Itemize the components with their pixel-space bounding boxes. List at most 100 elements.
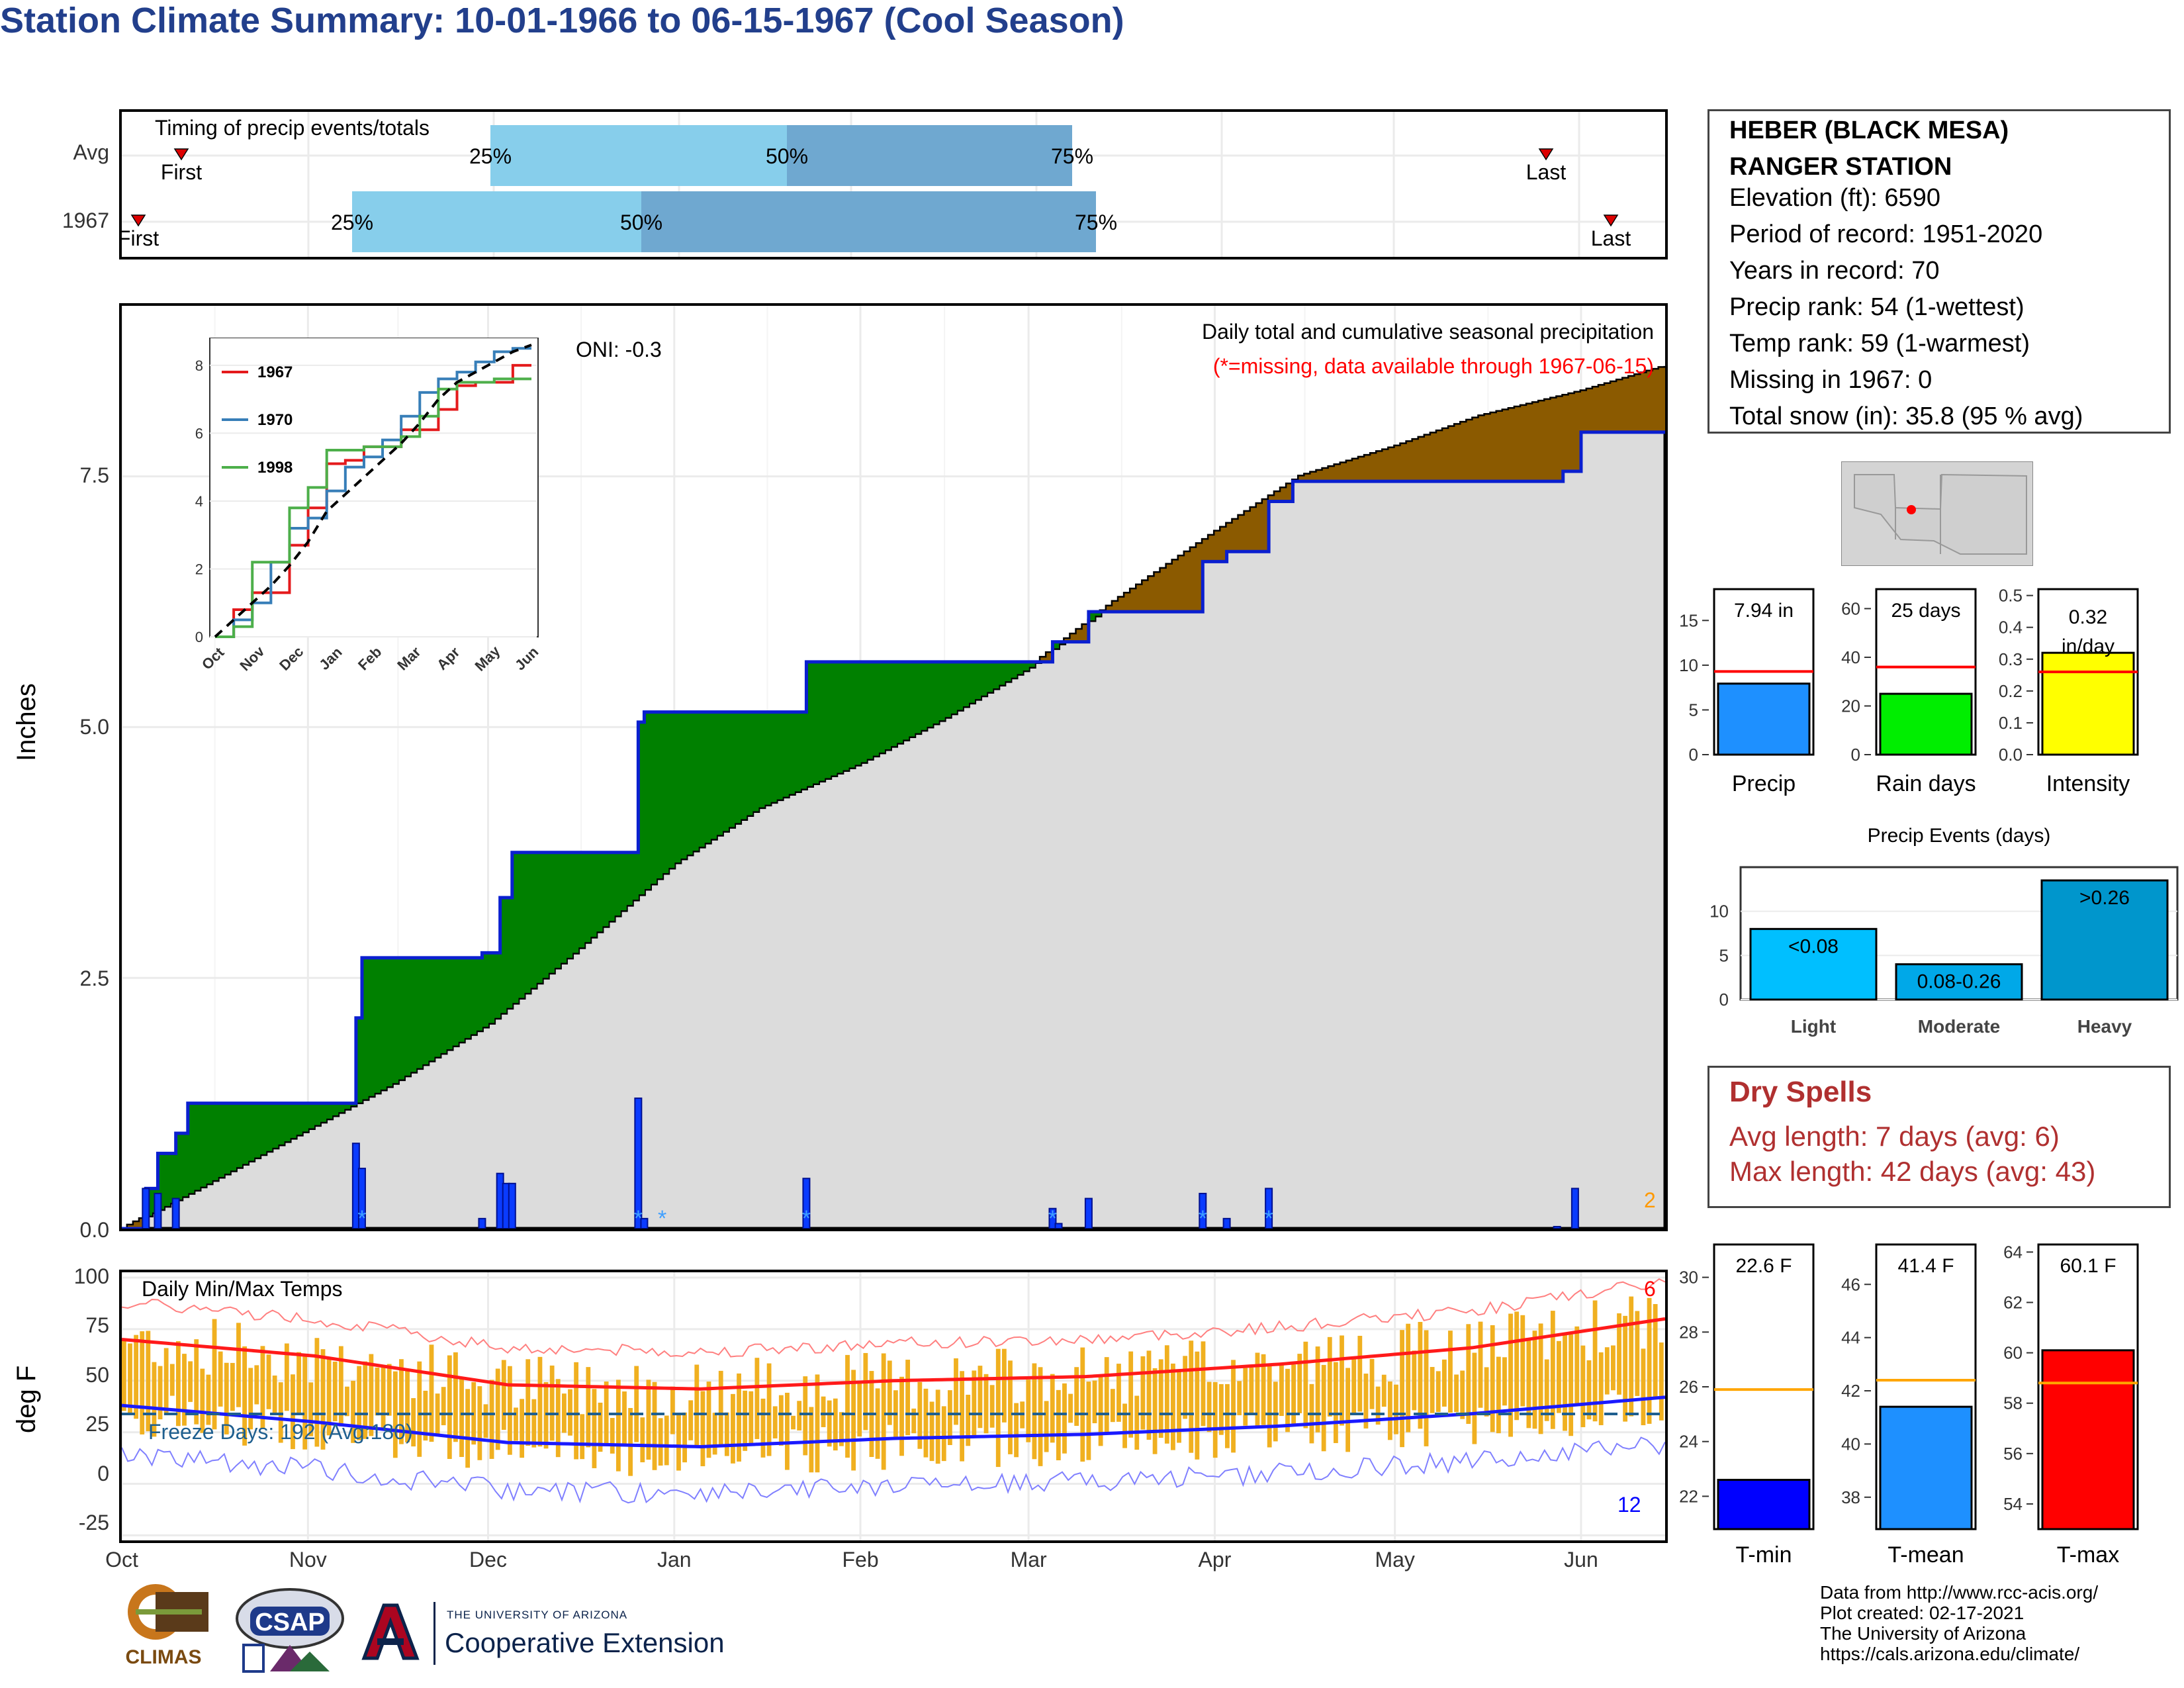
daily-temp-bar xyxy=(338,1346,343,1427)
ua-logo xyxy=(357,1599,424,1665)
x-axis-months: Oct Nov Dec Jan Feb Mar Apr May Jun xyxy=(105,1548,1668,1581)
daily-temp-bar xyxy=(158,1366,163,1420)
daily-temp-bar xyxy=(483,1404,488,1438)
station-missing: Missing in 1967: 0 xyxy=(1729,366,1933,394)
daily-temp-bar xyxy=(514,1407,518,1441)
timing-panel: Timing of precip events/totals First Las… xyxy=(119,109,1668,259)
daily-temp-bar xyxy=(718,1370,723,1446)
daily-temp-bar xyxy=(1092,1380,1097,1424)
daily-temp-bar xyxy=(375,1367,380,1416)
daily-temp-bar xyxy=(1351,1359,1357,1415)
summary-tick: 0 xyxy=(1689,745,1698,765)
daily-temp-bar xyxy=(1635,1311,1640,1396)
daily-temp-bar xyxy=(1315,1346,1320,1432)
daily-temp-bar xyxy=(1532,1331,1537,1429)
temp-summary-tick: 60 xyxy=(2003,1343,2023,1363)
daily-temp-bar xyxy=(1116,1364,1121,1422)
missing-day-marker: * xyxy=(1199,1206,1207,1229)
temp-summary-tick: 22 xyxy=(1679,1486,1698,1506)
daily-temp-bar xyxy=(1478,1321,1483,1408)
inset-ytick: 8 xyxy=(195,357,203,374)
inset-series-1967 xyxy=(215,363,531,638)
station-elevation: Elevation (ft): 6590 xyxy=(1729,184,1940,212)
temp-summary-bar-t-mean xyxy=(1879,1405,1973,1530)
daily-temp-bar xyxy=(1303,1341,1308,1429)
events-bar-heavy xyxy=(2040,879,2169,1001)
temp-summary-label: T-max xyxy=(2057,1542,2119,1568)
dry-spells-max: Max length: 42 days (avg: 43) xyxy=(1729,1156,2096,1187)
daily-temp-bar xyxy=(1218,1383,1224,1435)
daily-temp-bar xyxy=(1514,1311,1520,1421)
daily-temp-bar xyxy=(501,1360,506,1430)
station-location-dot xyxy=(1907,505,1916,514)
daily-temp-bar xyxy=(206,1374,211,1425)
inset-legend-1967: 1967 xyxy=(257,363,293,381)
temp-summary-tick: 64 xyxy=(2003,1242,2023,1262)
daily-temp-bar xyxy=(1641,1348,1646,1426)
daily-temp-bar xyxy=(1134,1395,1140,1450)
avg-q75-label: 75% xyxy=(1051,144,1093,168)
daily-temp-bar xyxy=(905,1360,911,1436)
temp-summary-tick: 24 xyxy=(1679,1432,1698,1452)
daily-temp-bar xyxy=(1448,1331,1453,1413)
dry-spells-box: Dry Spells Avg length: 7 days (avg: 6) M… xyxy=(1707,1066,2171,1208)
daily-temp-bar xyxy=(598,1402,603,1452)
inset-legend-1970: 1970 xyxy=(257,411,293,429)
daily-temp-bar xyxy=(929,1401,934,1462)
daily-temp-bar xyxy=(640,1417,645,1463)
station-temp-rank: Temp rank: 59 (1-warmest) xyxy=(1729,330,2030,357)
daily-temp-bar xyxy=(568,1389,572,1436)
daily-temp-bar xyxy=(1490,1325,1495,1432)
daily-temp-bar xyxy=(1460,1370,1465,1419)
daily-temp-bar xyxy=(604,1382,609,1446)
daily-temp-bar xyxy=(881,1353,886,1470)
daily-temp-bar xyxy=(778,1395,784,1446)
daily-temp-bar xyxy=(1544,1359,1549,1421)
events-tick: 10 xyxy=(1709,902,1729,921)
daily-temp-bar xyxy=(1569,1334,1574,1436)
temp-summary-tick: 28 xyxy=(1679,1322,1698,1342)
daily-temp-bar xyxy=(1659,1342,1664,1421)
daily-temp-bar xyxy=(525,1359,531,1446)
daily-temp-bar xyxy=(1146,1350,1152,1440)
daily-temp-bar xyxy=(1604,1347,1610,1395)
daily-temp-bar xyxy=(175,1341,181,1427)
temp-summary-label: T-min xyxy=(1736,1542,1792,1568)
daily-temp-bar xyxy=(785,1392,790,1470)
daily-temp-bar xyxy=(1044,1401,1049,1452)
daily-temp-bar xyxy=(561,1393,567,1433)
daily-temp-bar xyxy=(749,1391,754,1444)
daily-temp-bar xyxy=(851,1370,856,1471)
station-total-snow: Total snow (in): 35.8 (95 % avg) xyxy=(1729,402,2083,430)
year-first-marker xyxy=(130,214,146,227)
daily-temp-bar xyxy=(1140,1356,1146,1430)
daily-temp-bar xyxy=(1231,1360,1236,1453)
year-q25-label: 25% xyxy=(331,211,373,234)
daily-temp-bar xyxy=(972,1370,977,1438)
daily-temp-bar xyxy=(152,1362,157,1437)
daily-temp-bar xyxy=(1387,1381,1392,1440)
daily-precip-bar xyxy=(154,1192,162,1229)
daily-temp-bar xyxy=(411,1398,416,1447)
daily-temp-bar xyxy=(1400,1330,1404,1448)
daily-temp-bar xyxy=(278,1382,283,1443)
daily-temp-bar xyxy=(459,1378,464,1457)
daily-temp-bar xyxy=(254,1365,259,1405)
station-precip-rank: Precip rank: 54 (1-wettest) xyxy=(1729,293,2025,321)
month-label-may: May xyxy=(1375,1548,1415,1571)
daily-temp-bar xyxy=(212,1319,217,1430)
daily-temp-bar xyxy=(477,1386,482,1460)
daily-temp-bar xyxy=(441,1387,446,1426)
daily-temp-bar xyxy=(453,1352,458,1442)
daily-temp-bar xyxy=(1394,1384,1398,1434)
daily-temp-bar xyxy=(1212,1382,1218,1458)
daily-temp-bar xyxy=(200,1368,205,1433)
daily-temp-bar xyxy=(1333,1362,1338,1444)
daily-temp-bar xyxy=(1375,1386,1381,1425)
events-tick: 5 xyxy=(1719,945,1729,965)
daily-temp-bar xyxy=(1345,1368,1351,1452)
summary-bar-charts: 0 5 10 15 7.94 in Precip 0 20 40 60 25 days Rain da… xyxy=(1679,586,2139,796)
daily-temp-bar xyxy=(1032,1363,1037,1460)
daily-temp-bar xyxy=(1122,1403,1127,1448)
station-years: Years in record: 70 xyxy=(1729,257,1940,285)
